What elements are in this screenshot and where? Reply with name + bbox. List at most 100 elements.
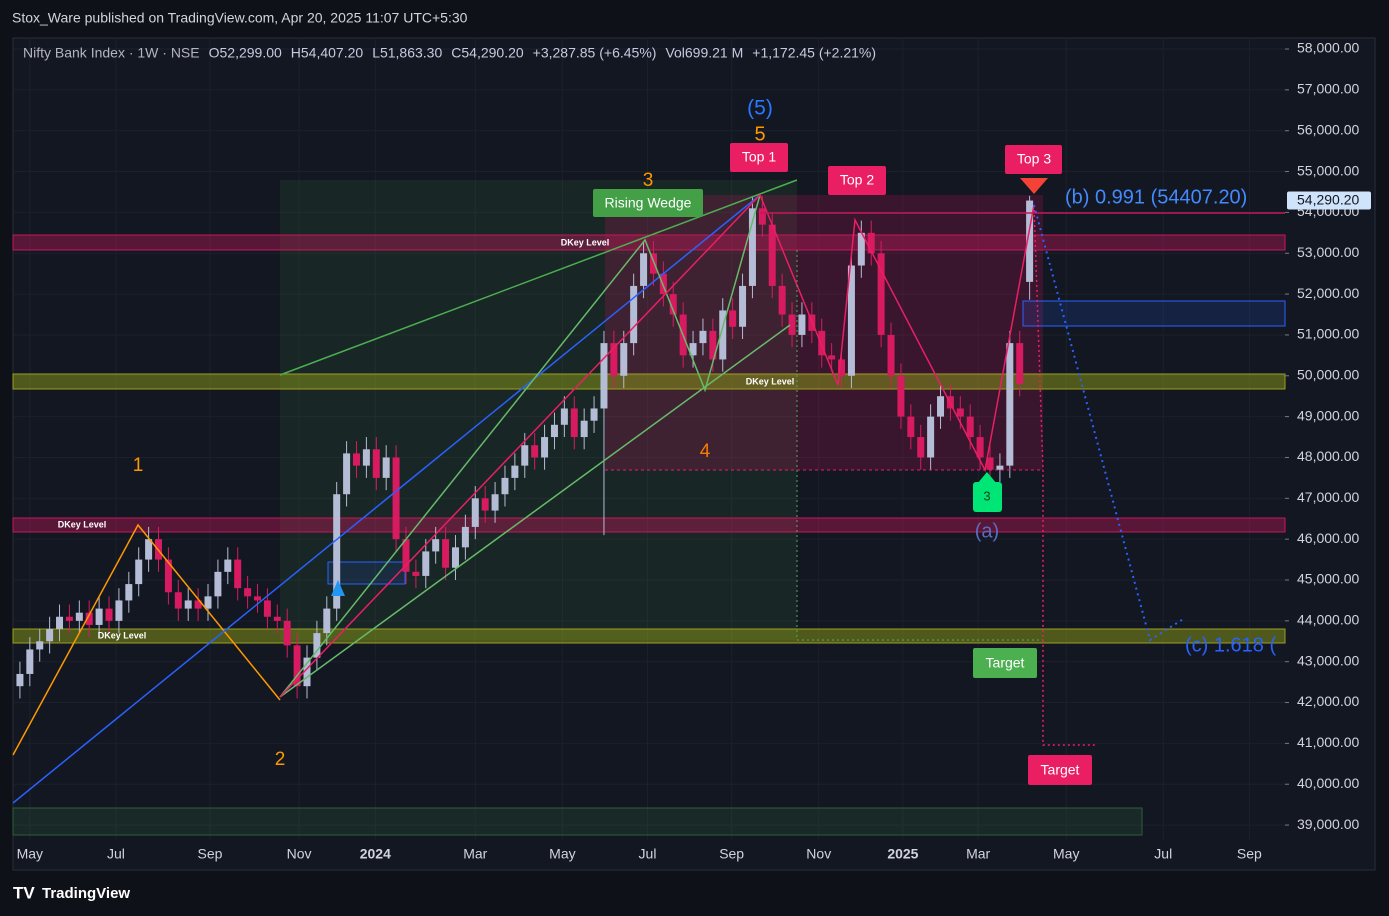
dkey-label: DKey Level — [561, 237, 610, 247]
y-tick-label: 48,000.00 — [1297, 448, 1359, 464]
candle-body — [273, 616, 281, 621]
trend-line — [12, 194, 761, 804]
candle-body — [323, 608, 331, 634]
wedge-line — [279, 194, 761, 698]
legend: Nifty Bank Index · 1W · NSE O52,299.00 H54… — [23, 45, 876, 61]
x-tick-label: Mar — [966, 846, 990, 862]
candle-body — [412, 571, 420, 576]
candle-body — [956, 408, 964, 417]
wave-label: (5) — [747, 97, 773, 120]
candle-body — [739, 285, 747, 327]
candle-body — [748, 208, 756, 286]
y-tick-label: 43,000.00 — [1297, 652, 1359, 668]
axes: 39,000.00 40,000.00 41,000.00 42,000.00 43,0… — [17, 40, 1371, 862]
legend-item: C54,290.20 — [451, 45, 524, 61]
label-box — [1005, 145, 1062, 174]
projection — [796, 250, 1043, 641]
bottom-zone — [12, 807, 1143, 836]
candle-body — [432, 539, 440, 552]
dkey-label: DKey Level — [58, 519, 107, 529]
dkey-band — [12, 628, 1286, 644]
candle-body — [46, 629, 54, 642]
candle-body — [244, 588, 252, 597]
wave-line — [12, 523, 281, 756]
candle-body — [649, 253, 657, 274]
x-tick-label: Nov — [287, 846, 312, 862]
candle-body — [541, 437, 549, 458]
candle-body — [1006, 343, 1014, 466]
dkey-band — [12, 234, 1286, 251]
candle-body — [511, 465, 519, 478]
legend-item: +1,172.45 (+2.21%) — [752, 45, 876, 61]
candle-body — [828, 355, 836, 360]
x-tick-label: Sep — [198, 846, 223, 862]
candles — [16, 195, 1034, 699]
y-tick-label: 49,000.00 — [1297, 407, 1359, 423]
x-tick-label: Sep — [1237, 846, 1262, 862]
candle-body — [442, 539, 450, 568]
wedge-line — [279, 179, 798, 376]
wave-label: 1 — [133, 455, 144, 476]
candle-body — [531, 445, 539, 458]
pattern-label: Rising Wedge — [605, 195, 692, 211]
candle-body — [1016, 343, 1024, 384]
label-box — [973, 648, 1037, 678]
y-tick-label: 41,000.00 — [1297, 734, 1359, 750]
y-tick-label: 40,000.00 — [1297, 775, 1359, 791]
candle-body — [501, 477, 509, 495]
candle-body — [798, 314, 806, 335]
candle-body — [550, 424, 558, 438]
candle-body — [927, 416, 935, 458]
candle-body — [283, 620, 291, 646]
y-tick-label: 50,000.00 — [1297, 366, 1359, 382]
wave-badge: 3 — [983, 488, 990, 503]
dkey-band — [12, 517, 1286, 533]
candle-body — [293, 645, 301, 687]
candle-body — [907, 416, 915, 438]
blue-box — [1022, 300, 1286, 327]
candle-body — [95, 608, 103, 625]
y-tick-label: 55,000.00 — [1297, 162, 1359, 178]
pattern-line — [279, 193, 1035, 698]
candle-body — [570, 408, 578, 438]
x-tick-label: 2024 — [360, 846, 391, 862]
x-tick-label: Mar — [463, 846, 487, 862]
wave-label: 5 — [754, 123, 765, 145]
candle-body — [85, 612, 93, 625]
label-box — [973, 482, 1002, 512]
x-tick-label: Nov — [806, 846, 831, 862]
top-label: Top 1 — [742, 149, 776, 165]
candle-body — [145, 539, 153, 560]
candle-body — [986, 457, 994, 470]
target-label: Target — [986, 655, 1025, 671]
wedge-line — [279, 324, 791, 698]
y-tick-label: 52,000.00 — [1297, 285, 1359, 301]
projection — [1033, 204, 1186, 642]
candle-body — [818, 330, 826, 356]
x-tick-label: Sep — [719, 846, 744, 862]
candle-body — [729, 310, 737, 327]
candle-body — [263, 600, 271, 617]
candle-body — [204, 596, 212, 609]
top-label: Top 2 — [840, 172, 874, 188]
fib-label: (b) 0.991 (54407.20) — [1065, 186, 1247, 208]
marker — [1020, 178, 1048, 194]
candle-body — [65, 616, 73, 621]
footer: TV TradingView — [13, 883, 130, 902]
candle-body — [709, 330, 717, 360]
candle-body — [234, 559, 242, 589]
label-box — [730, 143, 788, 172]
dkey-label: DKey Level — [98, 630, 147, 640]
candle-body — [491, 494, 499, 511]
candle-body — [481, 498, 489, 511]
candle-body — [105, 608, 113, 621]
candle-body — [897, 375, 905, 417]
y-tick-label: 56,000.00 — [1297, 121, 1359, 137]
candle-body — [640, 253, 648, 286]
projection — [1033, 204, 1095, 746]
candle-body — [838, 359, 846, 376]
candle-body — [56, 616, 64, 630]
candle-body — [917, 437, 925, 458]
candle-body — [135, 559, 143, 585]
candle-body — [313, 633, 321, 658]
